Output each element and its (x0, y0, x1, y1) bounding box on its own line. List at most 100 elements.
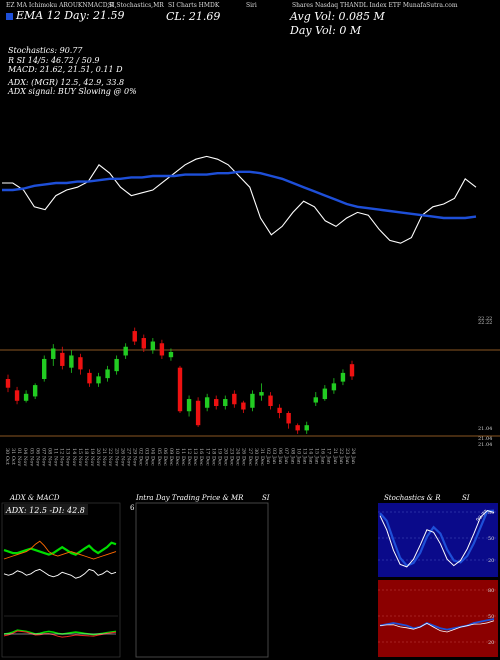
intraday-panel-subtitle: SI (262, 494, 270, 502)
candle-body (159, 343, 165, 356)
candle-body (277, 407, 282, 413)
candle-body (286, 412, 291, 424)
header-strip: EZ MA Ichimoku AROUKNMACD,R SI,Stochasti… (0, 0, 500, 12)
x-tick-label: 01 Nov (16, 448, 22, 466)
candle-body (105, 369, 110, 379)
macd-readout: MACD: 21.62, 21.51, 0.11 D (8, 65, 123, 74)
x-tick-label: 05 Nov (28, 448, 34, 466)
candle-body (69, 355, 74, 368)
white-price-line (2, 155, 477, 244)
ema-lines-group (2, 155, 477, 244)
x-tick-label: 12 Nov (59, 448, 65, 466)
rsi-lines-group (379, 618, 495, 633)
x-tick-label: 26 Nov (119, 448, 125, 466)
adx-panel-subtitle: ADX: 12.5 -DI: 42.8 (5, 506, 85, 515)
candle-body (349, 364, 355, 377)
x-tick-label: 03 Jan (271, 448, 277, 465)
stoch-panel-title: Stochastics & R (384, 494, 441, 502)
rsi-tick-label: 20 (488, 640, 494, 646)
x-tick-label: 23 Jan (344, 448, 350, 465)
stoch-blue-line (379, 509, 495, 567)
header-strip-item: SI,Stochastics,MR (108, 2, 164, 9)
adx-lines-group (3, 540, 117, 579)
x-tick-label: 29 Nov (132, 448, 138, 466)
macd-lines-group (3, 629, 117, 638)
candle-body (51, 348, 56, 359)
candle-body (60, 352, 65, 366)
x-tick-label: 10 Dec (174, 448, 180, 466)
x-tick-label: 27 Dec (247, 448, 253, 466)
candle-body (250, 393, 255, 408)
blue-trend-line (2, 170, 477, 220)
candle-body (295, 425, 300, 431)
ema-legend-square (6, 12, 13, 20)
x-tick-label: 30 Dec (253, 448, 259, 466)
x-tick-label: 11 Nov (53, 448, 59, 466)
rsi-blue-line (379, 618, 495, 631)
stoch-lines-group (379, 509, 495, 568)
x-tick-label: 25 Nov (113, 448, 119, 466)
adx-readout: ADX: (MGR) 12.5, 42.9, 33.8 (8, 78, 125, 87)
adx-green-line (3, 541, 117, 556)
x-tick-label: 03 Dec (144, 448, 150, 466)
price-label: 22.22 (478, 320, 492, 326)
ema-text: EMA 12 Day: 21.59 (16, 9, 125, 22)
price-label: 22.22 (478, 316, 492, 322)
x-tick-label: 14 Nov (71, 448, 77, 466)
adx-subtitle-bg (4, 504, 88, 515)
x-tick-label: 17 Dec (204, 448, 210, 466)
macd-red-line (3, 630, 117, 638)
x-tick-label: 09 Dec (168, 448, 174, 466)
intraday-panel-frame (135, 502, 269, 658)
x-tick-label: 17 Jan (326, 448, 332, 465)
stoch-white-line (379, 510, 495, 568)
x-tick-label: 13 Dec (192, 448, 198, 466)
candle-body (232, 393, 237, 405)
candle-body (78, 357, 83, 370)
adx-panel-title: ADX & MACD (10, 494, 60, 502)
x-tick-label: 07 Nov (40, 448, 46, 466)
x-tick-label: 26 Dec (241, 448, 247, 466)
header-strip-item: Shares Nasdaq THANDL Index ETF MunafaSut… (292, 2, 458, 9)
candle-body (168, 351, 174, 358)
x-tick-label: 18 Dec (210, 448, 216, 466)
rsi-tick-label: 50 (488, 614, 494, 620)
candle-body (96, 376, 101, 384)
stoch-tick-label: 20 (488, 558, 494, 564)
candles-group (5, 327, 355, 434)
stoch-tick-label: 50 (488, 536, 494, 542)
intraday-panel-title: Intra Day Trading Price & MR (136, 494, 244, 502)
x-tick-label: 19 Nov (89, 448, 95, 466)
x-tick-label: 19 Dec (217, 448, 223, 466)
stochastics-readout: Stochastics: 90.77 (8, 46, 83, 55)
close-readout: CL: 21.69 (166, 10, 221, 23)
candle-body (32, 385, 38, 397)
x-tick-label: 30 Oct (4, 448, 10, 465)
candle-body (304, 425, 309, 431)
candle-body (123, 346, 128, 356)
rsi-white-line (379, 620, 495, 633)
x-tick-label: 11 Dec (180, 448, 186, 466)
x-tick-label: 07 Jan (283, 448, 289, 465)
x-tick-label: 20 Dec (223, 448, 229, 466)
candle-body (150, 341, 156, 351)
adx-white-line (3, 568, 117, 579)
rsi-readout: R SI 14/5: 46.72 / 50.9 (8, 56, 100, 65)
intraday-left-label: 6 (130, 504, 135, 512)
candle-body (268, 395, 273, 407)
candle-body (313, 397, 318, 403)
x-axis-labels: 30 Oct 31 Oct 01 Nov 04 Nov 05 Nov 06 Nov 07 N… (4, 448, 356, 466)
x-tick-label: 22 Nov (107, 448, 113, 466)
x-tick-label: 21 Jan (332, 448, 338, 465)
x-tick-label: 05 Dec (156, 448, 162, 466)
candle-body (14, 390, 20, 401)
rsi-tick-label: 80 (488, 588, 494, 594)
x-tick-label: 31 Dec (259, 448, 265, 466)
x-tick-label: 02 Dec (138, 448, 144, 466)
x-tick-label: 31 Oct (10, 448, 16, 465)
candle-body (241, 402, 246, 410)
x-tick-label: 14 Jan (308, 448, 314, 465)
x-tick-label: 08 Jan (289, 448, 295, 465)
candle-body (177, 367, 183, 412)
candle-body (204, 397, 210, 408)
